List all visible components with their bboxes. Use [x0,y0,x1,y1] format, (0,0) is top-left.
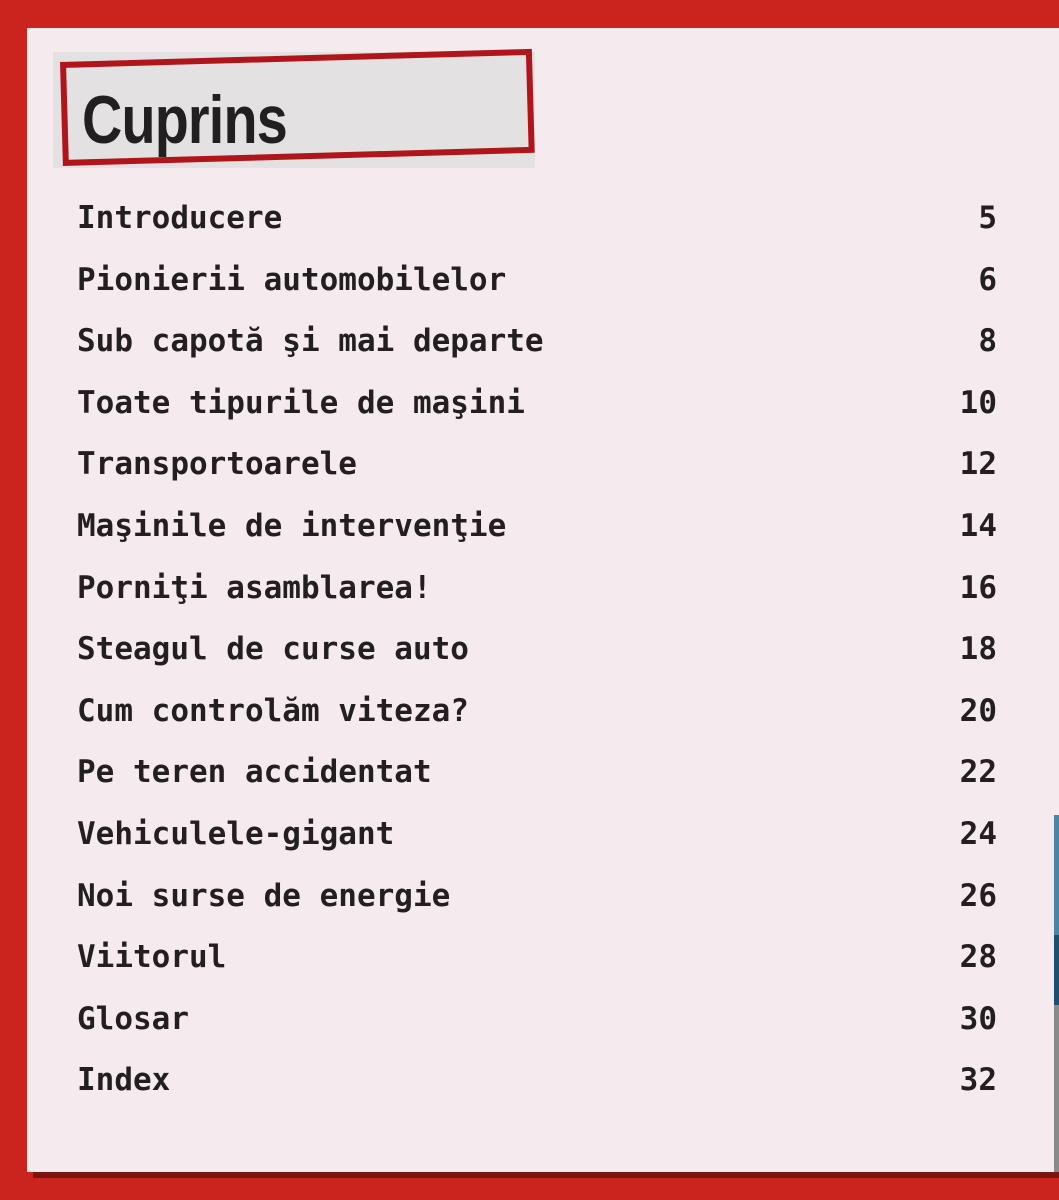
toc-entry-page: 16 [959,569,997,606]
toc-entry-label: Index [77,1062,171,1099]
toc-entry[interactable]: Noi surse de energie 26 [77,874,997,936]
toc-entry-page: 5 [978,200,997,236]
title-background [53,52,535,168]
toc-entry-page: 20 [959,692,997,729]
table-of-contents: Introducere 5 Pionierii automobilelor 6 Sub … [77,196,997,1120]
toc-entry-page: 10 [959,384,997,421]
toc-entry-page: 30 [959,1000,997,1037]
toc-entry-label: Viitorul [77,939,227,976]
toc-entry-page: 14 [959,507,997,544]
contents-panel [27,28,1059,1172]
toc-entry[interactable]: Index 32 [77,1058,997,1120]
toc-entry-label: Sub capotă şi mai departe [77,323,544,360]
toc-entry-page: 28 [959,939,997,976]
toc-entry[interactable]: Pe teren accidentat 22 [77,750,997,812]
toc-entry-label: Porniţi asamblarea! [77,569,432,606]
next-page-edge-dark [1054,935,1059,1005]
toc-entry-label: Transportoarele [77,446,357,483]
toc-entry[interactable]: Maşinile de intervenţie 14 [77,504,997,566]
toc-entry[interactable]: Transportoarele 12 [77,442,997,504]
toc-entry[interactable]: Steagul de curse auto 18 [77,627,997,689]
toc-entry[interactable]: Cum controlăm viteza? 20 [77,689,997,751]
toc-entry[interactable]: Porniţi asamblarea! 16 [77,566,997,628]
toc-entry[interactable]: Vehiculele-gigant 24 [77,812,997,874]
toc-entry-label: Introducere [77,200,283,236]
toc-entry-page: 32 [959,1062,997,1099]
toc-entry-label: Glosar [77,1000,189,1037]
toc-entry-page: 6 [978,261,997,298]
toc-entry-page: 18 [959,631,997,668]
toc-entry-label: Vehiculele-gigant [77,815,395,852]
toc-entry[interactable]: Sub capotă şi mai departe 8 [77,319,997,381]
toc-entry-page: 22 [959,754,997,791]
toc-entry[interactable]: Toate tipurile de maşini 10 [77,381,997,443]
toc-entry-page: 12 [959,446,997,483]
toc-entry-label: Pionierii automobilelor [77,261,507,298]
toc-entry-label: Steagul de curse auto [77,631,469,668]
toc-entry[interactable]: Pionierii automobilelor 6 [77,258,997,320]
toc-entry-label: Toate tipurile de maşini [77,384,525,421]
toc-entry-label: Pe teren accidentat [77,754,432,791]
toc-entry[interactable]: Introducere 5 [77,196,997,258]
page-title: Cuprins [82,82,288,158]
next-page-edge-grey [1054,1005,1059,1172]
toc-entry[interactable]: Glosar 30 [77,997,997,1059]
toc-entry-label: Cum controlăm viteza? [77,692,469,729]
toc-entry[interactable]: Viitorul 28 [77,935,997,997]
toc-entry-label: Noi surse de energie [77,877,451,914]
toc-entry-page: 24 [959,815,997,852]
toc-entry-page: 8 [978,323,997,360]
toc-entry-label: Maşinile de intervenţie [77,507,507,544]
toc-entry-page: 26 [959,877,997,914]
